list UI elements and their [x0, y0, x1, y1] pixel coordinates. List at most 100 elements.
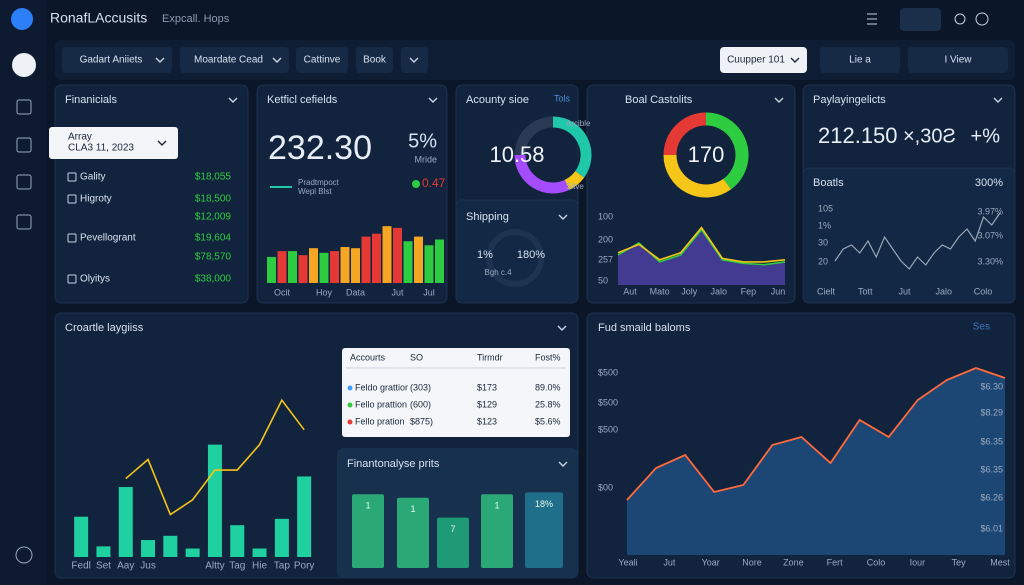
bar: [414, 236, 423, 283]
axis-label: Tott: [858, 286, 873, 296]
bar: [340, 247, 350, 283]
logo: [11, 8, 33, 30]
x-tick-label: Ocit: [274, 287, 291, 297]
nav-icon[interactable]: [12, 53, 36, 77]
action[interactable]: [820, 47, 900, 73]
axis-label: Jun: [771, 286, 786, 296]
axis-label: $500: [598, 397, 618, 407]
line: [125, 398, 305, 516]
picker[interactable]: [720, 47, 807, 73]
chevron[interactable]: [272, 57, 282, 63]
chevron[interactable]: [558, 214, 568, 220]
chevron[interactable]: [993, 97, 1003, 103]
filter-label: Gadart Aniiets: [80, 55, 143, 66]
selector[interactable]: [49, 127, 178, 159]
panel: [802, 167, 1016, 304]
panel-title: Shipping: [466, 211, 509, 223]
icon[interactable]: [975, 12, 989, 26]
area: [618, 229, 785, 285]
label: 180%: [517, 249, 545, 261]
menu-icon[interactable]: [867, 13, 877, 25]
axis-label: $8.29: [980, 407, 1003, 417]
x-tick-label: Jut: [391, 287, 404, 297]
kpi-change: 5%: [408, 130, 437, 152]
table-cell: (303): [410, 382, 431, 392]
action-label[interactable]: Lie a: [849, 55, 871, 66]
row-value: $19,604: [195, 233, 232, 244]
action[interactable]: [908, 47, 1008, 73]
nav-icon[interactable]: [15, 546, 33, 564]
label: Mride: [414, 154, 437, 164]
area: [627, 368, 1005, 555]
axis-label: Mest: [990, 557, 1010, 567]
axis-label: Nore: [742, 557, 762, 567]
nav-icon[interactable]: [16, 99, 32, 115]
axis-label: 3.97%: [977, 206, 1003, 216]
icon[interactable]: [954, 13, 966, 25]
nav-icon[interactable]: [16, 214, 32, 230]
filter[interactable]: [180, 47, 289, 73]
axis-label: $6.35: [980, 464, 1003, 474]
axis-label: Yoar: [702, 557, 720, 567]
axis-label: Aut: [623, 286, 637, 296]
delta: 0.47: [422, 176, 446, 190]
panel-title: Paylayingelicts: [813, 94, 886, 106]
bar: [96, 546, 111, 557]
row-label: Pevellogrant: [80, 233, 136, 244]
nav-icon[interactable]: [16, 137, 32, 153]
chevron[interactable]: [428, 97, 438, 103]
action-label[interactable]: I View: [944, 55, 972, 66]
donut-segment: [663, 154, 731, 198]
donut-segment: [514, 154, 570, 194]
table-cell: $129: [477, 399, 497, 409]
axis-label: 3.30%: [977, 256, 1003, 266]
axis-label: Jut: [663, 557, 676, 567]
user-button[interactable]: [900, 8, 941, 31]
bar: [252, 548, 267, 557]
row-icon: [67, 274, 77, 284]
chevron[interactable]: [558, 461, 568, 467]
chevron[interactable]: [774, 97, 784, 103]
link[interactable]: Tols: [554, 93, 571, 103]
row-icon: [67, 172, 77, 182]
x-tick-label: Pory: [294, 561, 315, 572]
bar: [298, 255, 308, 283]
axis-label: 105: [818, 203, 833, 213]
search: Expcall. Hops: [162, 13, 230, 25]
link[interactable]: Ses: [973, 322, 990, 333]
filter[interactable]: [62, 47, 172, 73]
bar: [288, 251, 297, 283]
table-cell: $173: [477, 382, 497, 392]
panel: [455, 199, 579, 304]
chevron[interactable]: [228, 97, 238, 103]
panel-title: Boal Castolits: [625, 94, 693, 106]
bar-tag: 7: [450, 524, 455, 534]
chevron[interactable]: [557, 325, 567, 331]
bar: [230, 525, 245, 557]
bar: [74, 516, 89, 557]
bar-tag: 1: [410, 504, 415, 514]
chevron[interactable]: [409, 57, 419, 63]
bar: [297, 476, 312, 557]
x-tick-label: Tag: [229, 561, 245, 572]
chevron[interactable]: [157, 140, 167, 146]
x-tick-label: Data: [346, 287, 365, 297]
axis-label: 50: [598, 275, 608, 285]
axis-label: 20: [818, 256, 828, 266]
nav-icon[interactable]: [16, 174, 32, 190]
chevron[interactable]: [790, 57, 800, 63]
bar: [361, 236, 371, 283]
filter[interactable]: [296, 47, 348, 73]
bar: [309, 248, 318, 283]
filter[interactable]: [356, 47, 393, 73]
bar: [397, 497, 429, 568]
donut-segment: [552, 116, 592, 178]
bar: [352, 494, 384, 568]
dropdown[interactable]: [401, 47, 428, 73]
chevron[interactable]: [155, 57, 165, 63]
row-value: $38,000: [195, 274, 232, 285]
figure: +%: [971, 125, 1001, 147]
filter-label: Cattinve: [304, 55, 341, 66]
row-dot: [347, 402, 353, 408]
bar-tag: 1: [494, 501, 499, 511]
